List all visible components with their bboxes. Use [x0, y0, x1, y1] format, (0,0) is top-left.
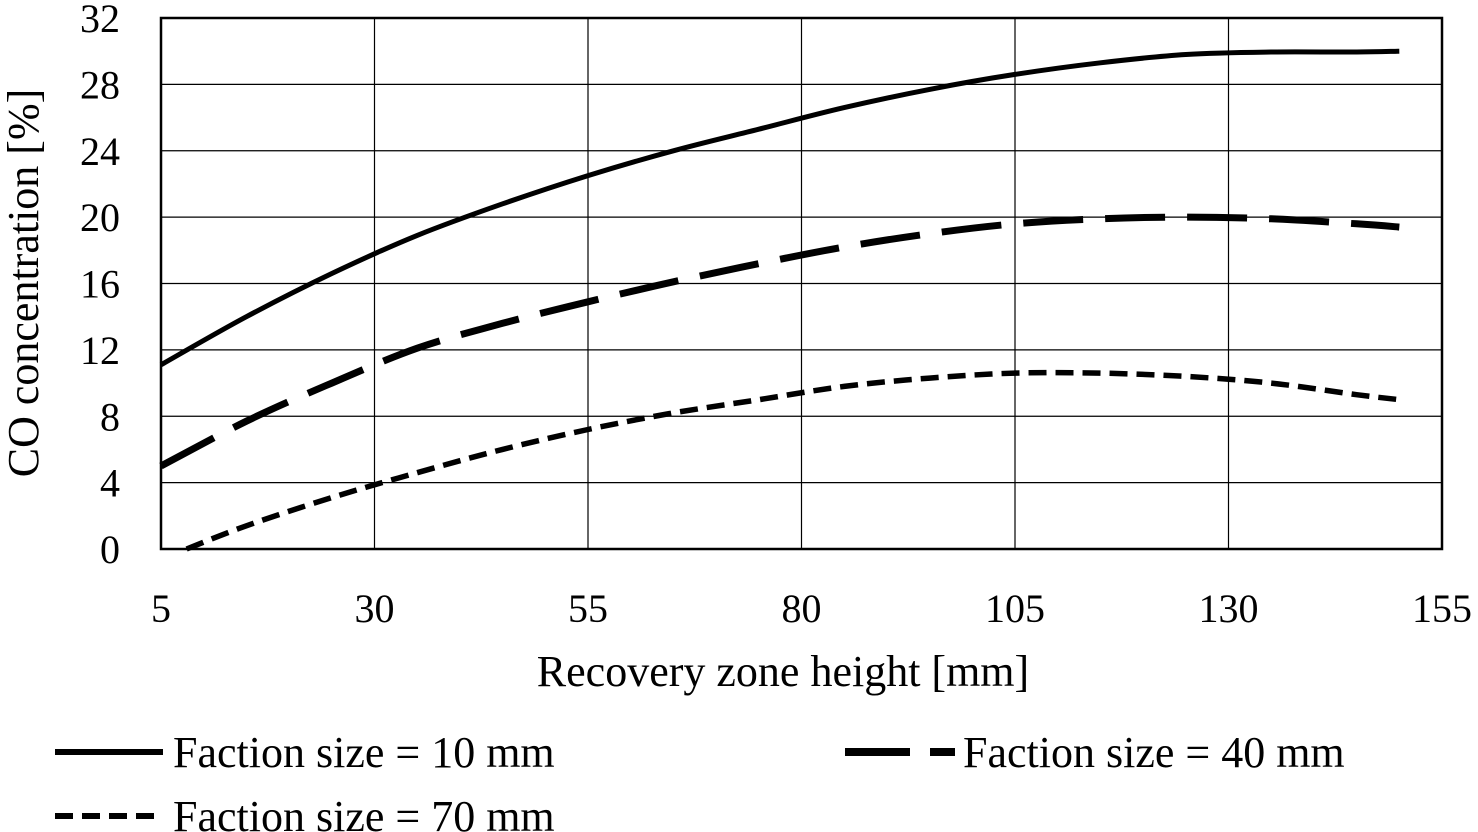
series-line-70mm [185, 369, 1400, 552]
x-tick-label: 80 [782, 586, 822, 631]
x-tick-labels: 5 30 55 80 105 130 155 [151, 586, 1472, 631]
y-axis-label: CO concentration [%] [0, 89, 48, 478]
x-tick-label: 155 [1412, 586, 1472, 631]
plot-area-frame [159, 16, 1444, 551]
series-line-10mm [159, 48, 1400, 367]
x-tick-label: 55 [568, 586, 608, 631]
series-line-40mm [159, 213, 1400, 470]
y-tick-label: 4 [100, 461, 120, 506]
x-axis-label: Recovery zone height [mm] [537, 647, 1029, 696]
y-tick-label: 8 [100, 394, 120, 439]
legend: Faction size = 10 mm Faction size = 40 m… [55, 728, 1345, 832]
x-tick-label: 30 [355, 586, 395, 631]
x-tick-label: 105 [985, 586, 1045, 631]
y-tick-label: 24 [80, 129, 120, 174]
legend-label-10mm: Faction size = 10 mm [173, 728, 555, 777]
x-tick-label: 5 [151, 586, 171, 631]
y-tick-label: 12 [80, 328, 120, 373]
y-tick-labels: 0 4 8 12 16 20 24 28 32 [80, 0, 120, 572]
legend-label-40mm: Faction size = 40 mm [963, 728, 1345, 777]
y-tick-label: 0 [100, 527, 120, 572]
x-tick-label: 130 [1199, 586, 1259, 631]
y-tick-label: 32 [80, 0, 120, 41]
series-lines [159, 48, 1400, 552]
legend-label-70mm: Faction size = 70 mm [173, 792, 555, 832]
y-tick-label: 16 [80, 262, 120, 307]
y-tick-label: 20 [80, 195, 120, 240]
y-tick-label: 28 [80, 62, 120, 107]
